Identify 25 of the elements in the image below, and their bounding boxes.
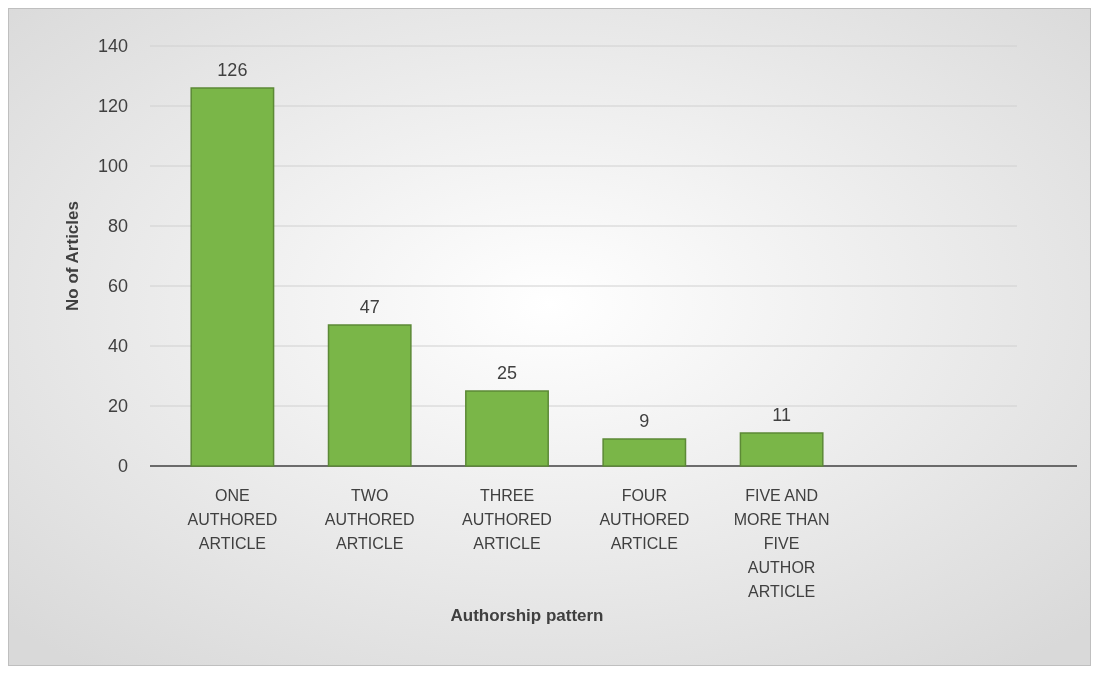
y-tick-label: 40 <box>107 336 128 357</box>
x-tick-label: TWO AUTHORED ARTICLE <box>324 487 415 552</box>
bar <box>465 390 549 467</box>
x-axis-title: Authorship pattern <box>450 606 604 625</box>
y-tick-label: 100 <box>97 156 128 177</box>
x-tick-label: THREE AUTHORED ARTICLE <box>462 487 552 552</box>
data-label: 9 <box>639 411 650 431</box>
data-label: 11 <box>772 405 791 425</box>
y-axis-title: No of Articles <box>63 201 82 311</box>
bar <box>739 432 824 467</box>
y-tick-label: 120 <box>97 96 128 117</box>
x-tick-label: ONE AUTHORED ARTICLE <box>187 487 278 552</box>
y-tick-label: 80 <box>107 216 128 237</box>
data-label: 126 <box>217 60 248 80</box>
y-tick-label: 20 <box>107 396 128 417</box>
y-tick-label: 140 <box>97 36 128 57</box>
y-tick-label: 60 <box>107 276 128 297</box>
x-tick-label: FIVE AND MORE THAN FIVE AUTHOR ARTICLE <box>733 487 830 600</box>
bar <box>190 87 275 467</box>
data-label: 47 <box>359 297 380 317</box>
x-tick-label: FOUR AUTHORED ARTICLE <box>599 487 690 552</box>
data-label: 25 <box>496 363 518 383</box>
bar <box>602 438 687 467</box>
y-tick-label: 0 <box>117 456 128 477</box>
bar <box>327 324 412 467</box>
